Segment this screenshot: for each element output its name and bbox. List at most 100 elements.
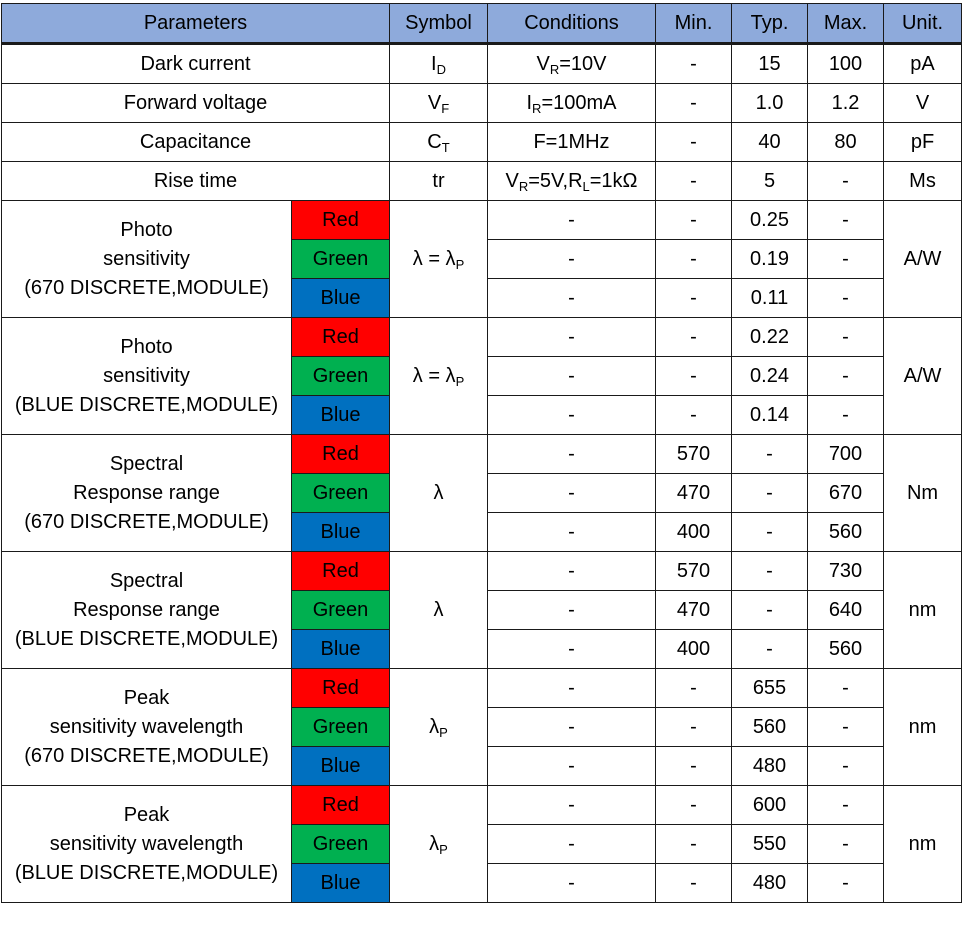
condition-subscript: L — [582, 179, 590, 194]
parameter-line: Photo — [120, 218, 173, 241]
unit-cell: A/W — [883, 200, 962, 318]
condition-text: =5V,R — [528, 170, 583, 192]
header-max: Max. — [807, 3, 884, 45]
parameter-cell: Rise time — [1, 161, 390, 201]
typ-cell: - — [731, 512, 808, 552]
condition-text: V — [536, 53, 550, 75]
table-row: Green - -550- — [2, 824, 962, 864]
min-cell: - — [655, 161, 732, 201]
max-cell: - — [807, 200, 884, 240]
max-cell: - — [807, 395, 884, 435]
symbol-text: λ — [429, 833, 440, 855]
max-cell: 730 — [807, 551, 884, 591]
parameter-line: (BLUE DISCRETE,MODULE) — [14, 393, 279, 416]
max-cell: - — [807, 746, 884, 786]
min-cell: - — [655, 200, 732, 240]
symbol-subscript: P — [439, 725, 448, 740]
parameter-cell: Forward voltage — [1, 83, 390, 123]
min-cell: 400 — [655, 512, 732, 552]
table-row: Green - -0.24- — [2, 356, 962, 396]
condition-subscript: R — [532, 101, 542, 116]
typ-cell: - — [731, 434, 808, 474]
typ-cell: - — [731, 590, 808, 630]
parameter-line: (670 DISCRETE,MODULE) — [24, 510, 269, 533]
table-row: Green - -560- — [2, 707, 962, 747]
min-cell: - — [655, 239, 732, 279]
condition-cell: - — [487, 278, 656, 318]
condition-cell: IR=100mA — [487, 83, 656, 123]
condition-cell: - — [487, 473, 656, 513]
symbol-text: λ — [433, 599, 444, 621]
condition-cell: - — [487, 707, 656, 747]
typ-cell: 0.25 — [731, 200, 808, 240]
typ-cell: 600 — [731, 785, 808, 825]
condition-cell: - — [487, 551, 656, 591]
table-row: Green -470-670 — [2, 473, 962, 513]
typ-cell: 40 — [731, 122, 808, 162]
symbol-text: tr — [432, 170, 445, 192]
typ-cell: 0.14 — [731, 395, 808, 435]
parameter-line: (BLUE DISCRETE,MODULE) — [14, 627, 279, 650]
min-cell: 570 — [655, 434, 732, 474]
condition-cell: VR=5V,RL=1kΩ — [487, 161, 656, 201]
color-cell-blue: Blue — [291, 395, 390, 435]
condition-cell: - — [487, 239, 656, 279]
condition-cell: - — [487, 590, 656, 630]
parameter-line: (670 DISCRETE,MODULE) — [24, 276, 269, 299]
typ-cell: 550 — [731, 824, 808, 864]
color-cell-red: Red — [291, 434, 390, 474]
parameter-line: Spectral — [109, 569, 184, 592]
condition-cell: - — [487, 200, 656, 240]
typ-cell: 1.0 — [731, 83, 808, 123]
table-row: Blue -400-560 — [2, 512, 962, 552]
condition-cell: - — [487, 785, 656, 825]
color-cell-red: Red — [291, 200, 390, 240]
symbol-cell: λP — [389, 668, 488, 786]
condition-cell: - — [487, 746, 656, 786]
symbol-text: V — [427, 92, 442, 114]
parameter-cell: Photo sensitivity (670 DISCRETE,MODULE) — [1, 200, 292, 318]
symbol-text: I — [431, 53, 437, 75]
unit-cell: V — [883, 83, 962, 123]
condition-cell: - — [487, 629, 656, 669]
min-cell: - — [655, 356, 732, 396]
max-cell: 1.2 — [807, 83, 884, 123]
color-cell-red: Red — [291, 317, 390, 357]
parameter-line: (670 DISCRETE,MODULE) — [24, 744, 269, 767]
table-row: Peak sensitivity wavelength (BLUE DISCRETE… — [1, 785, 962, 903]
parameter-line: Peak — [123, 803, 170, 826]
min-cell: - — [655, 707, 732, 747]
table-row: Blue - -0.14- — [2, 395, 962, 435]
symbol-text: λ = λ — [412, 365, 456, 387]
parameter-cell: Photo sensitivity (BLUE DISCRETE,MODULE) — [1, 317, 292, 435]
typ-cell: 15 — [731, 43, 808, 84]
max-cell: 640 — [807, 590, 884, 630]
header-parameters: Parameters — [1, 3, 390, 45]
parameter-cell: Capacitance — [1, 122, 390, 162]
symbol-text: λ — [433, 482, 444, 504]
unit-cell: Nm — [883, 434, 962, 552]
color-cell-green: Green — [291, 590, 390, 630]
table-row: Spectral Response range (BLUE DISCRETE,MOD… — [1, 551, 962, 669]
parameter-line: sensitivity wavelength — [49, 832, 244, 855]
typ-cell: 0.19 — [731, 239, 808, 279]
header-row: Parameters Symbol Conditions Min. Typ. M… — [1, 3, 962, 45]
symbol-text: λ = λ — [412, 248, 456, 270]
symbol-subscript: D — [436, 62, 446, 77]
parameter-line: sensitivity wavelength — [49, 715, 244, 738]
max-cell: 100 — [807, 43, 884, 84]
condition-cell: - — [487, 395, 656, 435]
typ-cell: 560 — [731, 707, 808, 747]
color-cell-green: Green — [291, 356, 390, 396]
symbol-cell: λ — [389, 434, 488, 552]
unit-cell: nm — [883, 785, 962, 903]
symbol-cell: ID — [389, 43, 488, 84]
min-cell: - — [655, 278, 732, 318]
typ-cell: - — [731, 629, 808, 669]
parameter-line: Response range — [73, 598, 220, 621]
min-cell: - — [655, 668, 732, 708]
typ-cell: 480 — [731, 863, 808, 903]
symbol-cell: λP — [389, 785, 488, 903]
typ-cell: 480 — [731, 746, 808, 786]
table-row: Blue - -480- — [2, 746, 962, 786]
